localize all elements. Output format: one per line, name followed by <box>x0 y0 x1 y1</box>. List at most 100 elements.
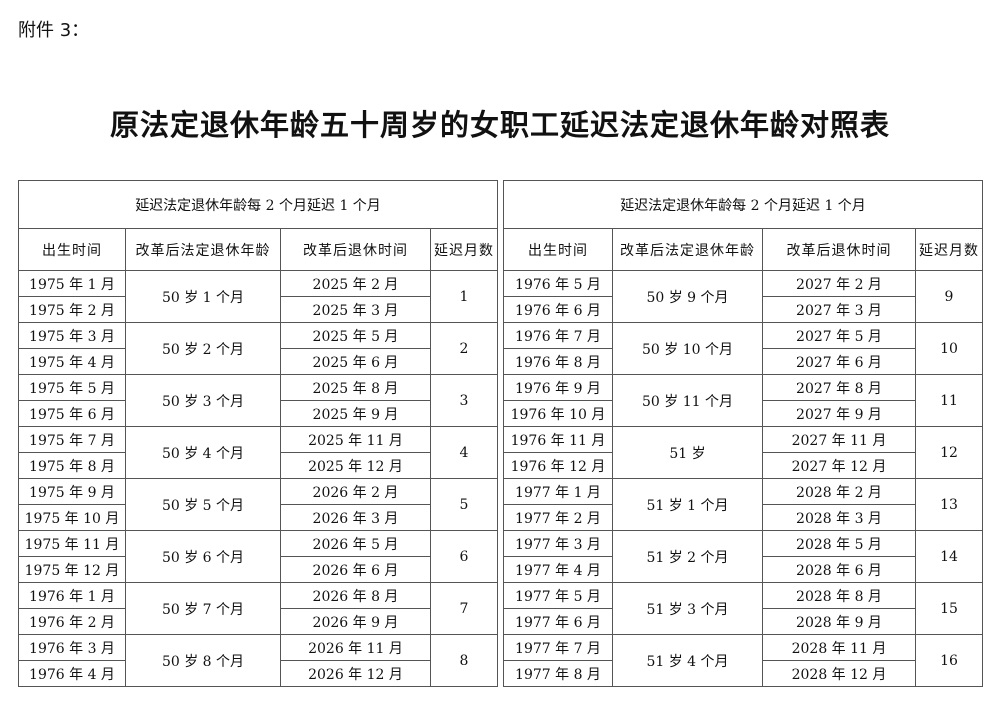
column-header: 出生时间 <box>18 228 126 271</box>
retirement-age: 51 岁 <box>612 426 763 479</box>
retirement-month: 2027 年 8 月 <box>762 374 916 401</box>
retirement-month: 2026 年 9 月 <box>280 608 431 635</box>
column-header: 改革后退休时间 <box>762 228 916 271</box>
retirement-month: 2028 年 11 月 <box>762 634 916 661</box>
delay-months: 2 <box>430 322 498 375</box>
birth-month: 1976 年 4 月 <box>18 660 126 687</box>
retirement-month: 2025 年 11 月 <box>280 426 431 453</box>
birth-month: 1975 年 6 月 <box>18 400 126 427</box>
delay-months: 15 <box>915 582 983 635</box>
data-row: 1977 年 8 月 2028 年 12 月 <box>503 660 983 687</box>
birth-month: 1977 年 1 月 <box>503 478 613 505</box>
data-row: 1977 年 6 月 2028 年 9 月 <box>503 608 983 635</box>
birth-month: 1975 年 8 月 <box>18 452 126 479</box>
delay-months: 7 <box>430 582 498 635</box>
birth-month: 1975 年 2 月 <box>18 296 126 323</box>
retirement-age: 51 岁 3 个月 <box>612 582 763 635</box>
retirement-age: 50 岁 4 个月 <box>125 426 281 479</box>
birth-month: 1977 年 2 月 <box>503 504 613 531</box>
birth-month: 1975 年 12 月 <box>18 556 126 583</box>
data-row: 1975 年 2 月 2025 年 3 月 <box>18 296 498 323</box>
delay-months: 1 <box>430 270 498 323</box>
retirement-month: 2027 年 6 月 <box>762 348 916 375</box>
retirement-age: 50 岁 6 个月 <box>125 530 281 583</box>
attachment-label: 附件 3： <box>18 20 90 41</box>
retirement-month: 2026 年 2 月 <box>280 478 431 505</box>
document-title: 原法定退休年龄五十周岁的女职工延迟法定退休年龄对照表 <box>109 108 890 142</box>
birth-month: 1975 年 5 月 <box>18 374 126 401</box>
delay-months: 14 <box>915 530 983 583</box>
data-row: 1976 年 8 月 2027 年 6 月 <box>503 348 983 375</box>
retirement-month: 2025 年 8 月 <box>280 374 431 401</box>
retirement-age: 50 岁 7 个月 <box>125 582 281 635</box>
retirement-month: 2027 年 2 月 <box>762 270 916 297</box>
data-row: 1977 年 3 月 51 岁 2 个月 2028 年 5 月 14 <box>503 530 983 583</box>
data-row: 1976 年 2 月 2026 年 9 月 <box>18 608 498 635</box>
delay-months: 9 <box>915 270 983 323</box>
birth-month: 1976 年 12 月 <box>503 452 613 479</box>
retirement-table: 延迟法定退休年龄每 2 个月延迟 1 个月 出生时间 改革后法定退休年龄 改革后退休时… <box>503 180 983 687</box>
caption-row: 延迟法定退休年龄每 2 个月延迟 1 个月 <box>503 180 983 229</box>
data-row: 1977 年 4 月 2028 年 6 月 <box>503 556 983 583</box>
retirement-age: 50 岁 10 个月 <box>612 322 763 375</box>
birth-month: 1977 年 6 月 <box>503 608 613 635</box>
data-row: 1976 年 4 月 2026 年 12 月 <box>18 660 498 687</box>
birth-month: 1976 年 2 月 <box>18 608 126 635</box>
birth-month: 1977 年 4 月 <box>503 556 613 583</box>
birth-month: 1976 年 5 月 <box>503 270 613 297</box>
retirement-month: 2028 年 2 月 <box>762 478 916 505</box>
retirement-month: 2025 年 9 月 <box>280 400 431 427</box>
birth-month: 1977 年 7 月 <box>503 634 613 661</box>
retirement-age: 50 岁 5 个月 <box>125 478 281 531</box>
data-row: 1977 年 5 月 51 岁 3 个月 2028 年 8 月 15 <box>503 582 983 635</box>
birth-month: 1975 年 4 月 <box>18 348 126 375</box>
birth-month: 1975 年 10 月 <box>18 504 126 531</box>
header-row: 出生时间 改革后法定退休年龄 改革后退休时间 延迟月数 <box>503 228 983 271</box>
birth-month: 1977 年 3 月 <box>503 530 613 557</box>
birth-month: 1976 年 8 月 <box>503 348 613 375</box>
retirement-age: 51 岁 4 个月 <box>612 634 763 687</box>
retirement-month: 2028 年 9 月 <box>762 608 916 635</box>
retirement-month: 2028 年 6 月 <box>762 556 916 583</box>
retirement-month: 2026 年 5 月 <box>280 530 431 557</box>
delay-months: 8 <box>430 634 498 687</box>
retirement-month: 2028 年 12 月 <box>762 660 916 687</box>
delay-months: 13 <box>915 478 983 531</box>
birth-month: 1977 年 8 月 <box>503 660 613 687</box>
retirement-month: 2027 年 3 月 <box>762 296 916 323</box>
delay-months: 11 <box>915 374 983 427</box>
birth-month: 1976 年 9 月 <box>503 374 613 401</box>
retirement-month: 2028 年 5 月 <box>762 530 916 557</box>
retirement-month: 2027 年 5 月 <box>762 322 916 349</box>
retirement-age: 51 岁 2 个月 <box>612 530 763 583</box>
retirement-age: 51 岁 1 个月 <box>612 478 763 531</box>
column-header: 延迟月数 <box>430 228 498 271</box>
data-row: 1976 年 11 月 51 岁 2027 年 11 月 12 <box>503 426 983 479</box>
birth-month: 1976 年 3 月 <box>18 634 126 661</box>
table-caption: 延迟法定退休年龄每 2 个月延迟 1 个月 <box>18 180 498 229</box>
retirement-age: 50 岁 1 个月 <box>125 270 281 323</box>
retirement-month: 2025 年 2 月 <box>280 270 431 297</box>
column-header: 出生时间 <box>503 228 613 271</box>
column-header: 改革后退休时间 <box>280 228 431 271</box>
table-caption: 延迟法定退休年龄每 2 个月延迟 1 个月 <box>503 180 983 229</box>
retirement-month: 2025 年 12 月 <box>280 452 431 479</box>
delay-months: 6 <box>430 530 498 583</box>
delay-months: 16 <box>915 634 983 687</box>
retirement-age: 50 岁 9 个月 <box>612 270 763 323</box>
column-header: 改革后法定退休年龄 <box>612 228 763 271</box>
delay-months: 10 <box>915 322 983 375</box>
retirement-month: 2025 年 6 月 <box>280 348 431 375</box>
retirement-age: 50 岁 2 个月 <box>125 322 281 375</box>
birth-month: 1977 年 5 月 <box>503 582 613 609</box>
birth-month: 1976 年 11 月 <box>503 426 613 453</box>
data-row: 1977 年 1 月 51 岁 1 个月 2028 年 2 月 13 <box>503 478 983 531</box>
